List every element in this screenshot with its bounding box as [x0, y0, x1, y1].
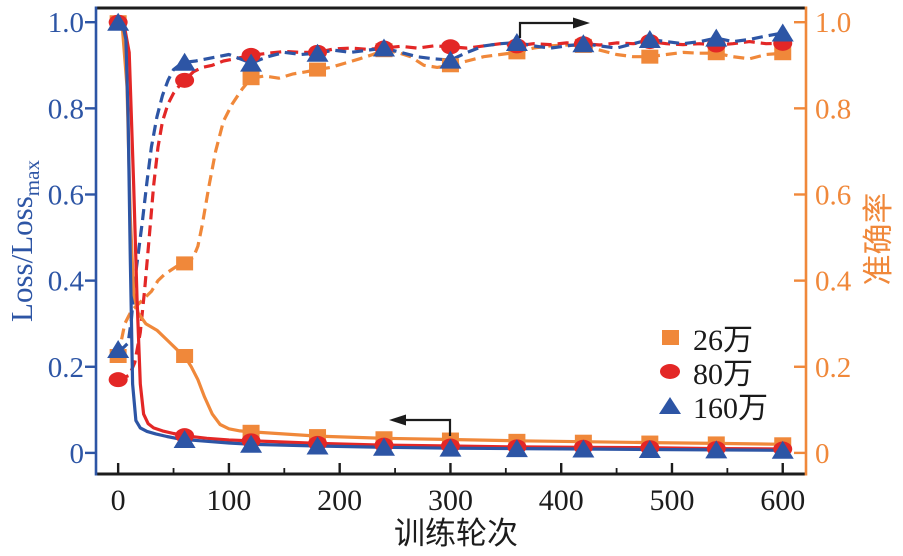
y-left-tick-label: 0.6: [48, 179, 84, 211]
legend-label: 80万: [693, 358, 753, 391]
series-markers-acc-160wan: [107, 23, 794, 359]
y-left-tick-label: 0: [70, 438, 85, 470]
y-right-tick-label: 0.4: [815, 266, 852, 298]
x-tick-label: 400: [539, 484, 584, 517]
y-right-tick-label: 0.2: [815, 352, 851, 384]
y-left-tick-label: 0.8: [48, 93, 84, 125]
series-line-acc-160wan: [117, 31, 783, 351]
legend-label: 26万: [693, 324, 753, 357]
series-line-acc-26wan: [116, 43, 783, 357]
series-markers-loss-160wan: [107, 12, 794, 459]
x-axis-ticks: 0 100 200 300 400 500 600: [111, 463, 805, 517]
legend-item-160wan: 160万: [657, 388, 768, 425]
x-tick-label: 0: [111, 484, 126, 517]
y-axis-label-left-subscript: max: [20, 160, 45, 197]
x-tick-label: 200: [317, 484, 362, 517]
y-axis-label-right: 准确率: [861, 192, 896, 286]
y-axis-label-left-text: Loss/Loss: [4, 196, 39, 322]
points-to-right-axis-arrow: [518, 17, 590, 38]
y-axis-right-ticks: 0 0.2 0.4 0.6 0.8 1.0: [794, 7, 852, 470]
legend: 26万 80万 160万: [657, 320, 768, 425]
y-left-tick-label: 1.0: [48, 7, 84, 39]
legend-item-26wan: 26万: [657, 320, 768, 357]
circle-marker-icon: [657, 363, 683, 379]
y-right-tick-label: 1.0: [815, 7, 851, 39]
x-tick-label: 500: [649, 484, 694, 517]
points-to-left-axis-arrow: [389, 414, 452, 436]
x-tick-label: 100: [206, 484, 251, 517]
y-left-tick-label: 0.2: [48, 352, 84, 384]
x-tick-label: 300: [428, 484, 473, 517]
x-tick-label: 600: [760, 484, 805, 517]
y-axis-left-ticks: 0 0.2 0.4 0.6 0.8 1.0: [48, 7, 96, 470]
y-right-tick-label: 0.6: [815, 179, 851, 211]
triangle-marker-icon: [657, 396, 683, 414]
plot-spines: [94, 6, 808, 476]
series-line-loss-26wan: [116, 20, 785, 446]
y-right-tick-label: 0: [815, 438, 830, 470]
y-left-tick-label: 0.4: [48, 266, 85, 298]
y-right-tick-label: 0.8: [815, 93, 851, 125]
series-line-acc-80wan: [117, 40, 783, 382]
y-axis-label-left: Loss/Lossmax: [2, 81, 45, 401]
legend-item-80wan: 80万: [657, 354, 768, 391]
square-marker-icon: [657, 329, 683, 345]
series-markers-acc-26wan: [109, 38, 792, 363]
legend-label: 160万: [693, 392, 768, 425]
x-axis-label: 训练轮次: [394, 516, 518, 551]
